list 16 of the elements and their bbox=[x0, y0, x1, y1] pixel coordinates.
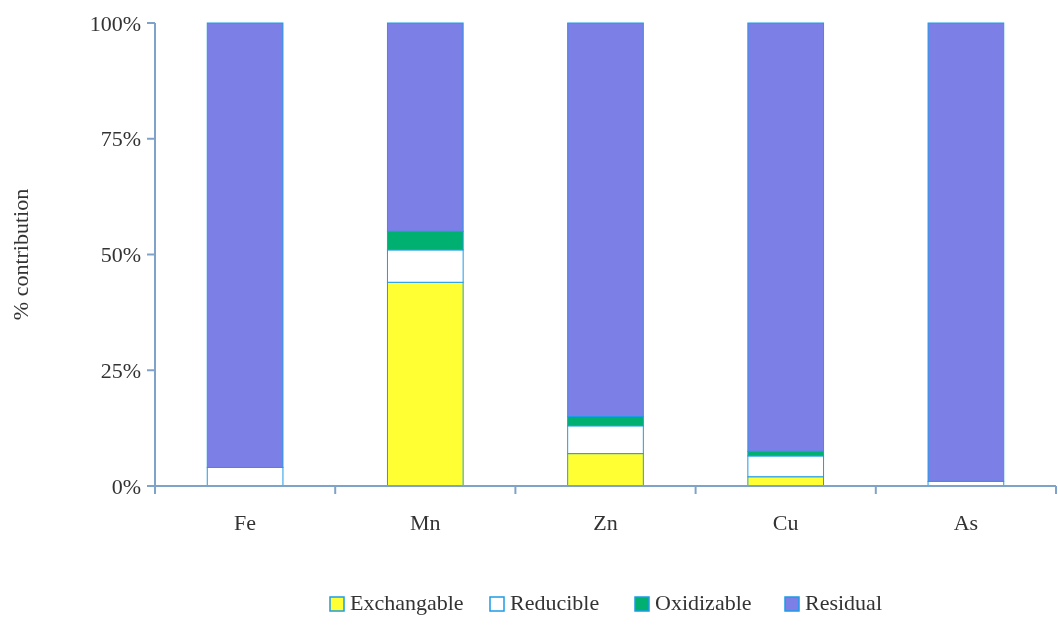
y-tick-label: 0% bbox=[111, 473, 141, 499]
y-tick-label: 100% bbox=[89, 10, 141, 36]
legend-label: Exchangable bbox=[350, 590, 464, 615]
y-tick-label: 25% bbox=[100, 357, 141, 383]
legend-label: Oxidizable bbox=[655, 590, 752, 615]
x-tick-label: Cu bbox=[772, 510, 799, 535]
x-tick-label: Mn bbox=[410, 510, 441, 535]
y-tick-label: 75% bbox=[100, 126, 141, 152]
y-tick-label: 50% bbox=[100, 242, 141, 268]
y-axis-title: % contribution bbox=[8, 188, 33, 321]
bar bbox=[927, 22, 1005, 482]
x-tick-label: Zn bbox=[593, 510, 618, 535]
x-tick-label: Fe bbox=[234, 510, 257, 535]
x-tick-label: As bbox=[953, 510, 979, 535]
legend-label: Reducible bbox=[510, 590, 600, 615]
legend-label: Residual bbox=[805, 590, 882, 615]
